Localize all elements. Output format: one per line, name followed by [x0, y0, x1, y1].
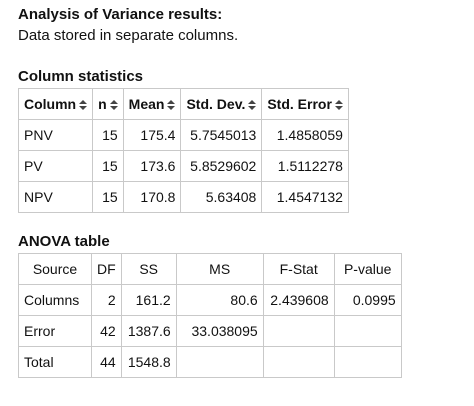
table-cell [175, 346, 264, 378]
table-row: Error 42 1387.6 33.038095 [18, 315, 402, 347]
std-error-header[interactable]: Std. Error [261, 88, 349, 120]
f-stat-header: F-Stat [262, 253, 335, 285]
source-header: Source [18, 253, 92, 285]
n-header[interactable]: n [92, 88, 124, 120]
table-cell: 173.6 [122, 150, 182, 182]
table-cell: 5.7545013 [180, 119, 263, 151]
table-cell: 5.63408 [180, 181, 263, 213]
table-cell: 42 [91, 315, 122, 347]
table-cell: 15 [92, 181, 124, 213]
table-cell: 44 [91, 346, 122, 378]
column-header[interactable]: Column [17, 88, 94, 120]
table-header-row: Column n Mean Std. Dev. Std. Error [17, 88, 349, 120]
results-subheading: Data stored in separate columns. [18, 27, 239, 44]
table-cell: 15 [92, 119, 124, 151]
table-cell: 161.2 [120, 284, 177, 316]
table-cell: 80.6 [175, 284, 264, 316]
table-cell: Columns [18, 284, 92, 316]
table-header-row: Source DF SS MS F-Stat P-value [18, 253, 402, 285]
table-cell: 2 [91, 284, 122, 316]
table-cell: 2.439608 [262, 284, 335, 316]
std-error-header-label: Std. Error [267, 96, 332, 112]
column-statistics-title: Column statistics [18, 68, 144, 85]
table-cell: 1548.8 [120, 346, 177, 378]
table-cell [262, 315, 335, 347]
table-cell: Total [18, 346, 92, 378]
table-row: PV 15 173.6 5.8529602 1.5112278 [17, 150, 349, 182]
std-dev-header-label: Std. Dev. [186, 96, 246, 112]
sort-icon[interactable] [109, 100, 118, 111]
table-cell: NPV [17, 181, 94, 213]
table-cell: PNV [17, 119, 94, 151]
std-dev-header[interactable]: Std. Dev. [180, 88, 263, 120]
ss-header: SS [120, 253, 177, 285]
mean-header[interactable]: Mean [122, 88, 182, 120]
sort-icon[interactable] [79, 100, 88, 111]
table-cell: 170.8 [122, 181, 182, 213]
table-cell: 1.4547132 [261, 181, 349, 213]
table-cell: 1387.6 [120, 315, 177, 347]
mean-header-label: Mean [128, 96, 165, 112]
p-value-header: P-value [333, 253, 402, 285]
table-cell: 0.0995 [333, 284, 402, 316]
column-header-label: Column [24, 96, 77, 112]
table-row: PNV 15 175.4 5.7545013 1.4858059 [17, 119, 349, 151]
sort-icon[interactable] [167, 100, 176, 111]
table-cell [333, 315, 402, 347]
anova-table-title: ANOVA table [18, 233, 110, 250]
sort-icon[interactable] [334, 100, 343, 111]
table-cell: 5.8529602 [180, 150, 263, 182]
table-cell [262, 346, 335, 378]
table-cell: 1.5112278 [261, 150, 349, 182]
table-cell: 33.038095 [175, 315, 264, 347]
anova-table: Source DF SS MS F-Stat P-value Columns 2… [18, 253, 402, 378]
column-statistics-table: Column n Mean Std. Dev. Std. Error PNV 1… [17, 88, 349, 213]
table-cell: Error [18, 315, 92, 347]
table-cell: 15 [92, 150, 124, 182]
df-header: DF [91, 253, 122, 285]
results-heading: Analysis of Variance results: [18, 6, 223, 23]
table-cell: 1.4858059 [261, 119, 349, 151]
table-cell [333, 346, 402, 378]
sort-icon[interactable] [248, 100, 257, 111]
ms-header: MS [175, 253, 264, 285]
table-cell: PV [17, 150, 94, 182]
n-header-label: n [98, 96, 107, 112]
table-cell: 175.4 [122, 119, 182, 151]
table-row: NPV 15 170.8 5.63408 1.4547132 [17, 181, 349, 213]
table-row: Total 44 1548.8 [18, 346, 402, 378]
table-row: Columns 2 161.2 80.6 2.439608 0.0995 [18, 284, 402, 316]
